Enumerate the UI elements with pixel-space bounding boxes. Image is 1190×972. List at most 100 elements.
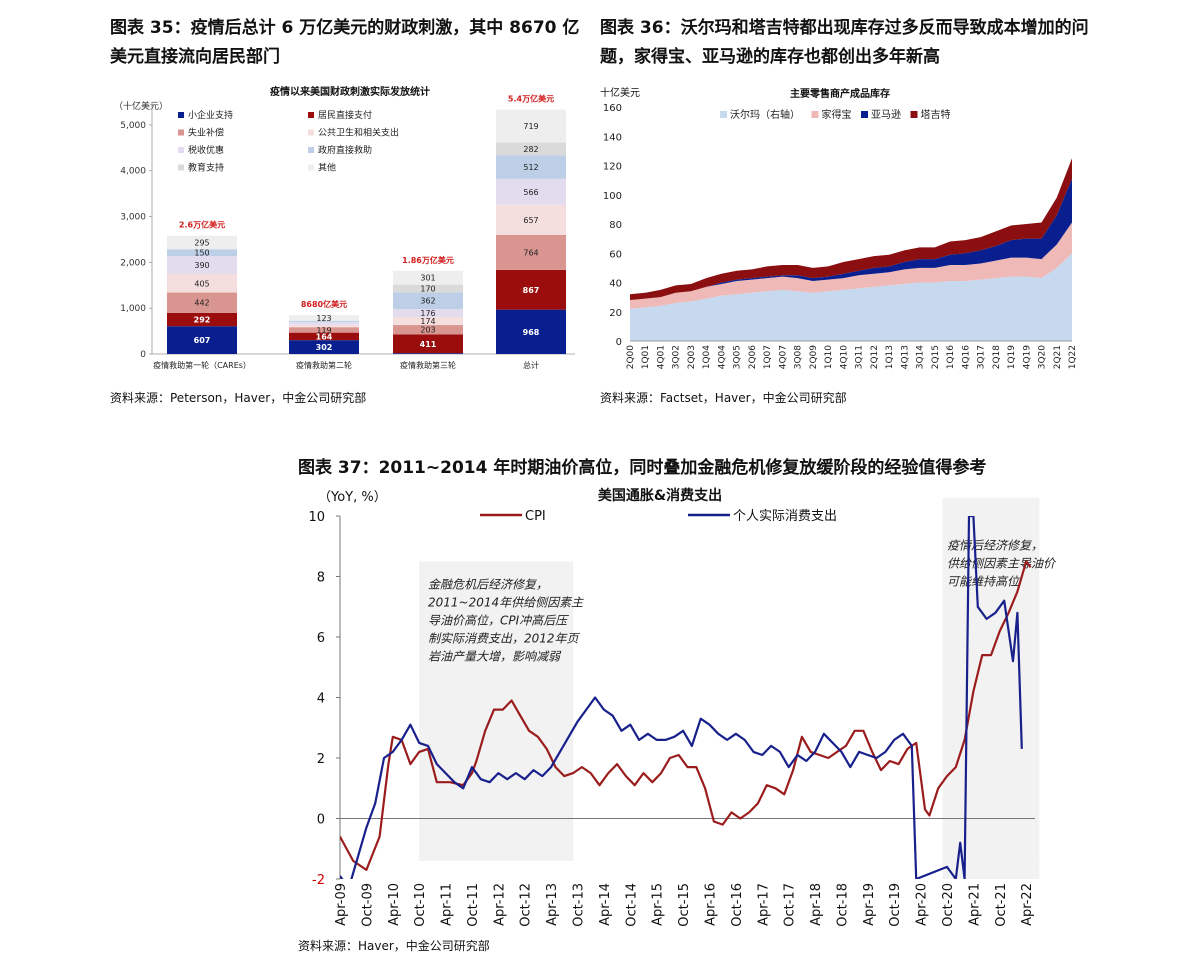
chart35-title: 疫情以来美国财政刺激实际发放统计 (270, 85, 430, 98)
chart35-bar-segment (393, 317, 463, 326)
chart37-annotation-line: 金融危机后经济修复， (428, 578, 548, 592)
figure-37-source: 资料来源：Haver，中金公司研究部 (298, 939, 490, 953)
chart37-series-line (340, 560, 1032, 871)
chart36-title: 主要零售商产成品库存 (790, 87, 890, 100)
chart35-legend-swatch (308, 147, 314, 153)
chart36-legend-label: 塔吉特 (921, 108, 951, 121)
chart36-xtick-label: 2Q12 (870, 345, 880, 369)
chart37-xtick-label: Oct-10 (413, 883, 428, 927)
chart37-xtick-label: Apr-12 (492, 883, 507, 926)
chart35-ytick-label: 3,000 (120, 213, 146, 223)
chart35-legend-swatch (178, 164, 184, 171)
chart35-bar-segment (496, 155, 566, 179)
chart36-xtick-label: 2Q03 (687, 345, 697, 369)
chart37-ylabel: （YoY, %） (318, 490, 387, 505)
chart35-bar-segment (289, 332, 359, 341)
chart36-xtick-label: 4Q19 (1022, 345, 1032, 370)
figure-35-source: 资料来源：Peterson，Haver，中金公司研究部 (110, 391, 367, 405)
chart35-bar-segment (167, 312, 237, 327)
chart37-xtick-label: Apr-16 (703, 883, 718, 926)
chart37-xtick-label: Oct-17 (783, 883, 798, 927)
chart35-bar-segment (496, 109, 566, 143)
chart37-annotation-line: 供给侧因素主导油价 (947, 556, 1057, 570)
chart36-xtick-label: 4Q10 (839, 345, 849, 370)
chart36-legend-label: 家得宝 (822, 108, 852, 121)
chart37-ytick-label: -2 (312, 873, 325, 888)
chart35-legend-swatch (308, 129, 314, 136)
chart37-xtick-label: Apr-09 (334, 883, 349, 926)
chart37-ytick-label: 4 (317, 692, 325, 707)
chart35-data-label: 123 (316, 314, 331, 323)
chart35-bar-segment (496, 234, 566, 270)
chart36-legend-label: 亚马逊 (871, 109, 901, 121)
chart35-unit-label: （十亿美元） (114, 100, 168, 112)
chart35-bar-segment (167, 326, 237, 354)
chart-inflation-consumption: 美国通胀&消费支出 （YoY, %） -2 0 2 4 6 8 10 金融危机后经济修复， 2011… (308, 487, 1057, 927)
chart37-xtick-label: Oct-13 (572, 883, 587, 927)
chart35-data-label: 150 (194, 249, 209, 258)
chart35-bar-segment (167, 274, 237, 293)
chart37-xtick-label: Oct-11 (466, 883, 481, 927)
chart35-legend-label: 教育支持 (188, 162, 224, 174)
chart35-data-label: 362 (420, 297, 435, 306)
figure-36-caption: 图表 36：沃尔玛和塔吉特都出现库存过多反而导致成本增加的问题，家得宝、亚马逊的… (600, 18, 1089, 67)
chart35-bar-segment (393, 292, 463, 310)
chart37-title: 美国通胀&消费支出 (598, 487, 722, 504)
chart-retail-inventory: 十亿美元 主要零售商产成品库存 0 20 40 60 80 100 120 140 160 2Q00 1… (600, 86, 1078, 370)
chart36-ytick-label: 40 (609, 279, 622, 290)
chart36-xtick-label: 1Q16 (946, 345, 956, 370)
chart35-data-label: 566 (523, 188, 538, 197)
chart35-ytick-label: 0 (140, 350, 146, 360)
chart35-legend-label: 居民直接支付 (318, 109, 372, 121)
chart37-xtick-label: Apr-18 (809, 883, 824, 926)
chart36-xtick-label: 3Q17 (977, 345, 987, 369)
chart37-xtick-label: Oct-20 (941, 883, 956, 927)
chart36-xtick-label: 1Q13 (885, 345, 895, 369)
chart35-bar-segment (167, 249, 237, 257)
chart36-legend-swatch (861, 111, 868, 118)
chart36-ytick-label: 160 (603, 103, 622, 114)
chart37-xtick-label: Oct-12 (519, 883, 534, 927)
chart37-xtick-label: Oct-09 (360, 883, 375, 927)
chart35-bar-segment (393, 334, 463, 354)
chart37-annotation-line: 可能维持高位 (947, 574, 1020, 588)
chart35-legend-label: 其他 (318, 162, 336, 174)
chart37-ytick-label: 0 (317, 813, 325, 828)
chart36-xtick-label: 2Q09 (809, 345, 819, 370)
chart35-legend-swatch (178, 129, 184, 136)
chart35-data-label: 867 (523, 286, 540, 295)
chart37-xtick-label: Oct-14 (624, 883, 639, 927)
chart35-data-label: 607 (194, 336, 211, 345)
chart35-category-label: 疫情救助第二轮 (296, 360, 352, 370)
chart35-data-label: 174 (420, 317, 435, 326)
chart35-data-label: 390 (194, 261, 209, 270)
chart35-bar-segment (393, 325, 463, 335)
chart37-annotation-line: 岩油产量大增，影响减弱 (428, 650, 562, 664)
chart35-ytick-label: 4,000 (120, 167, 146, 177)
chart35-data-label: 176 (420, 309, 435, 318)
chart35-total-label: 5.4万亿美元 (508, 94, 554, 104)
chart37-xtick-label: Oct-21 (994, 883, 1009, 927)
chart36-xtick-label: 3Q14 (916, 345, 926, 370)
chart35-legend-label: 税收优惠 (188, 144, 224, 156)
chart37-shaded-period (942, 860, 1040, 879)
chart37-xtick-label: Apr-11 (440, 883, 455, 926)
chart35-data-label: 719 (523, 122, 538, 131)
chart37-shaded-period (942, 561, 1040, 861)
chart35-data-label: 203 (420, 326, 435, 335)
chart35-bar-segment (167, 292, 237, 313)
chart36-xtick-label: 3Q02 (672, 345, 682, 369)
chart37-annotation-line: 导油价高位，CPI冲高后压 (428, 614, 569, 628)
chart37-xtick-label: Apr-14 (598, 883, 613, 926)
chart35-data-label: 405 (194, 279, 209, 288)
chart36-xtick-label: 3Q11 (855, 345, 865, 369)
chart36-ytick-label: 140 (603, 132, 622, 143)
chart36-xtick-label: 4Q13 (900, 345, 910, 369)
chart36-ytick-label: 80 (609, 220, 622, 231)
chart37-ytick-label: 2 (317, 752, 325, 767)
chart37-shaded-period (942, 497, 1040, 562)
chart36-area-series (630, 158, 1072, 301)
chart36-xtick-label: 1Q04 (702, 345, 712, 370)
chart35-data-label: 302 (316, 343, 333, 352)
chart36-legend-swatch (910, 111, 918, 118)
